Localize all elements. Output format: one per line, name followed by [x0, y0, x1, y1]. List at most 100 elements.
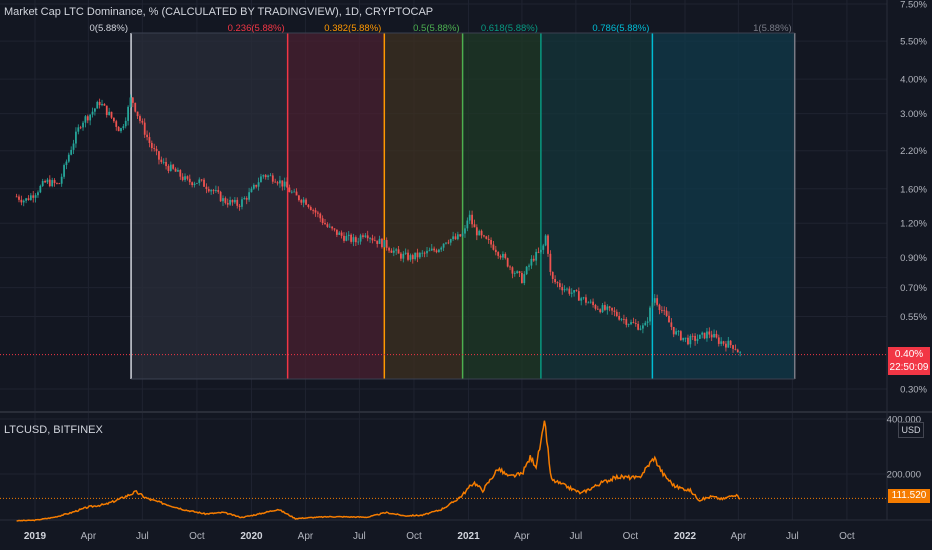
candle-body — [530, 258, 533, 266]
candle-body — [15, 196, 18, 198]
candle-body — [169, 164, 172, 171]
candle-body — [129, 97, 132, 107]
candle-body — [475, 227, 478, 236]
fib-zone-fill — [384, 33, 463, 379]
candle-body — [727, 340, 730, 348]
candle-body — [196, 182, 198, 184]
candle-body — [395, 249, 398, 251]
candle-body — [224, 198, 227, 203]
candle-body — [649, 307, 651, 322]
candle-body — [222, 198, 224, 202]
x-tick-label: Jul — [786, 531, 799, 542]
candle-body — [428, 250, 431, 252]
candle-body — [146, 134, 148, 138]
candle-body — [452, 236, 455, 240]
y-tick-label: 3.00% — [900, 109, 927, 120]
candle-body — [29, 195, 32, 200]
candle-body — [25, 198, 28, 201]
candle-body — [381, 238, 383, 248]
candle-body — [143, 122, 146, 135]
candle-body — [331, 226, 334, 229]
currency-unit-button[interactable]: USD — [898, 422, 924, 438]
candle-body — [200, 179, 203, 181]
candle-body — [75, 131, 77, 144]
candle-body — [466, 220, 469, 229]
candle-body — [305, 199, 307, 205]
candle-body — [271, 175, 274, 182]
candle-body — [684, 337, 687, 339]
candle-body — [300, 200, 303, 203]
candle-body — [279, 180, 281, 184]
candle-body — [165, 161, 167, 167]
candle-body — [539, 249, 542, 253]
x-tick-label: Apr — [81, 531, 97, 542]
candle-body — [281, 180, 284, 187]
candle-body — [713, 333, 715, 338]
candle-body — [442, 243, 445, 248]
candle-body — [233, 199, 236, 203]
candle-body — [525, 266, 528, 275]
candle-body — [321, 218, 324, 224]
candle-body — [627, 324, 630, 326]
candle-body — [283, 181, 286, 187]
candle-body — [480, 230, 483, 236]
candle-body — [328, 226, 331, 228]
candle-body — [184, 176, 186, 180]
candle-body — [82, 122, 84, 128]
candle-body — [613, 310, 616, 312]
fib-level-label: 0.5(5.88%) — [413, 23, 459, 34]
candle-body — [632, 322, 635, 323]
candle-body — [333, 228, 336, 230]
candle-body — [312, 210, 315, 211]
y-tick-label: 0.30% — [900, 385, 927, 396]
candle-body — [191, 182, 194, 186]
candle-body — [485, 236, 488, 239]
y-tick-label: 1.60% — [900, 184, 927, 195]
sub-chart-title: LTCUSD, BITFINEX — [4, 424, 103, 436]
ltcusd-price-line — [16, 420, 741, 522]
candle-body — [101, 103, 103, 106]
candle-body — [383, 240, 386, 248]
candle-body — [205, 186, 208, 190]
candle-body — [203, 179, 205, 187]
candle-body — [504, 253, 507, 259]
candle-body — [274, 181, 277, 183]
candle-body — [357, 241, 360, 243]
candle-body — [570, 292, 573, 294]
candle-body — [214, 190, 217, 192]
candle-body — [70, 149, 73, 155]
candle-body — [345, 236, 348, 241]
x-tick-label: 2022 — [674, 531, 697, 542]
candle-body — [127, 106, 130, 121]
candle-body — [248, 192, 250, 200]
candle-body — [691, 335, 694, 337]
candle-body — [226, 202, 229, 205]
candle-body — [722, 341, 725, 344]
candle-body — [371, 238, 374, 241]
candle-body — [378, 238, 381, 244]
candle-body — [696, 338, 699, 341]
candle-body — [506, 258, 509, 267]
candle-body — [694, 335, 696, 341]
candle-body — [423, 252, 426, 254]
candle-body — [651, 302, 654, 308]
candle-body — [103, 103, 106, 106]
candle-body — [663, 310, 666, 312]
candle-body — [660, 310, 663, 311]
candle-body — [499, 255, 502, 258]
x-tick-label: 2021 — [457, 531, 480, 542]
candle-body — [186, 176, 189, 179]
sub-y-tick-label: 400.000 — [887, 415, 921, 426]
candle-body — [63, 165, 65, 177]
candle-body — [708, 331, 711, 335]
candle-body — [22, 200, 25, 203]
candle-body — [542, 245, 545, 250]
current-price-value: 0.40% — [894, 348, 924, 360]
candle-body — [150, 142, 153, 149]
candle-body — [675, 331, 678, 335]
candle-body — [672, 326, 675, 335]
candle-body — [347, 234, 350, 237]
candle-body — [89, 114, 92, 121]
candle-body — [79, 127, 82, 129]
